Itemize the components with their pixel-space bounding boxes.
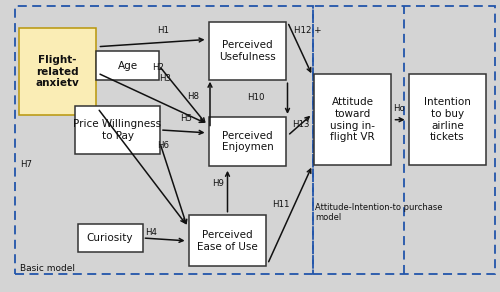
FancyBboxPatch shape	[96, 51, 159, 80]
Text: H12 +: H12 +	[294, 26, 321, 35]
Text: Perceived
Ease of Use: Perceived Ease of Use	[197, 230, 258, 252]
Text: Attitude
toward
using in-
flight VR: Attitude toward using in- flight VR	[330, 97, 375, 142]
Text: Attitude-Intention-to purchase
model: Attitude-Intention-to purchase model	[315, 203, 442, 222]
FancyBboxPatch shape	[209, 117, 286, 166]
Text: H13: H13	[292, 120, 310, 128]
Text: H2: H2	[152, 63, 164, 72]
Text: Ho: Ho	[394, 104, 405, 112]
Text: H5: H5	[180, 114, 192, 123]
FancyBboxPatch shape	[314, 74, 391, 165]
Text: Intention
to buy
airline
tickets: Intention to buy airline tickets	[424, 97, 471, 142]
Text: Basic model: Basic model	[20, 264, 75, 273]
Text: Curiosity: Curiosity	[87, 233, 133, 243]
Text: H11: H11	[272, 200, 290, 209]
FancyBboxPatch shape	[19, 28, 96, 115]
Text: Perceived
Enjoymen: Perceived Enjoymen	[222, 131, 274, 152]
FancyBboxPatch shape	[75, 106, 160, 154]
Text: Flight-
related
anxietv: Flight- related anxietv	[36, 55, 80, 88]
Text: Age: Age	[118, 61, 138, 71]
FancyBboxPatch shape	[189, 215, 266, 266]
Text: H10: H10	[248, 93, 265, 102]
Text: H9: H9	[212, 180, 224, 188]
FancyBboxPatch shape	[78, 224, 142, 252]
Text: H6: H6	[158, 142, 170, 150]
Text: H3: H3	[159, 74, 171, 83]
Text: H8: H8	[188, 92, 200, 101]
Text: H7: H7	[20, 161, 32, 169]
FancyBboxPatch shape	[209, 22, 286, 80]
FancyBboxPatch shape	[409, 74, 486, 165]
Text: Price Willingness
to Pay: Price Willingness to Pay	[74, 119, 162, 141]
Text: Perceived
Usefulness: Perceived Usefulness	[219, 40, 276, 62]
Text: H4: H4	[145, 228, 157, 237]
Text: H1: H1	[158, 26, 170, 35]
